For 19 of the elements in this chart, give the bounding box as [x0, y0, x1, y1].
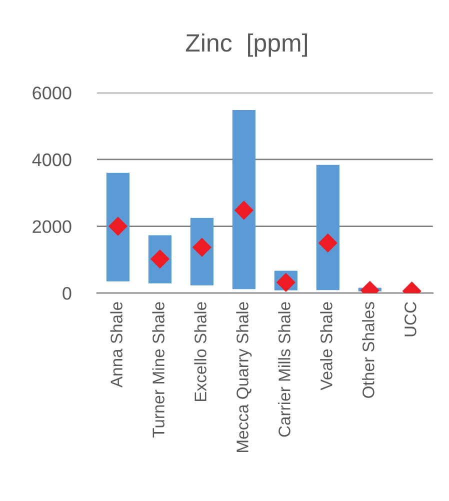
x-tick-label: Anna Shale — [110, 302, 122, 388]
x-tick-label: Veale Shale — [320, 302, 332, 390]
y-tick-label: 4000 — [32, 153, 72, 166]
x-tick-label: Mecca Quarry Shale — [236, 302, 252, 452]
bar — [316, 164, 340, 290]
y-tick-label: 6000 — [32, 86, 72, 100]
chart-title: Zinc [ppm] — [186, 33, 307, 57]
x-tick-label: Other Shales — [362, 302, 374, 398]
point — [108, 216, 128, 236]
point — [234, 200, 254, 220]
x-tick-label: Carrier Mills Shale — [278, 302, 290, 437]
x-tick-label: Turner Mine Shale — [152, 302, 164, 438]
y-tick-label: 2000 — [32, 220, 72, 234]
bar — [106, 172, 130, 282]
x-tick-label: Excello Shale — [194, 302, 206, 402]
x-tick-label: UCC — [404, 302, 416, 336]
bar — [232, 110, 256, 290]
point — [318, 233, 338, 253]
y-tick-label: 0 — [62, 287, 72, 300]
